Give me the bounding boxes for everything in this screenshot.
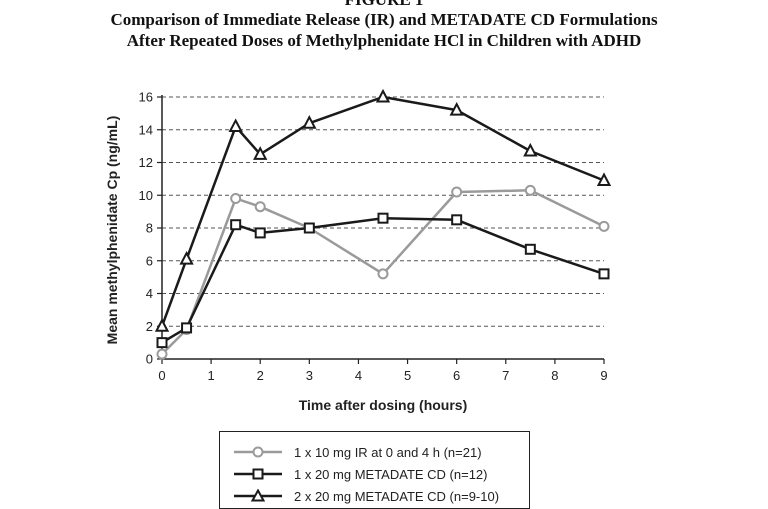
series-line <box>160 95 605 327</box>
data-point <box>181 322 193 334</box>
data-point <box>156 337 168 349</box>
figure-label: FIGURE 1 <box>0 0 768 9</box>
x-tick-label: 0 <box>158 368 165 383</box>
data-point <box>303 222 315 234</box>
x-tick-label: 8 <box>551 368 558 383</box>
data-point <box>451 214 463 226</box>
legend-item-metadate-1x20: 1 x 20 mg METADATE CD (n=12) <box>220 463 488 485</box>
square-marker-icon <box>234 468 282 480</box>
x-tick-label: 1 <box>207 368 214 383</box>
y-tick-label: 4 <box>146 286 153 301</box>
data-point <box>302 115 317 129</box>
series-layer <box>154 88 612 360</box>
legend-item-metadate-2x20: 2 x 20 mg METADATE CD (n=9-10) <box>220 485 499 507</box>
legend: 1 x 10 mg IR at 0 and 4 h (n=21) 1 x 20 … <box>219 431 530 509</box>
data-point <box>179 250 194 265</box>
x-tick-label: 3 <box>306 368 313 383</box>
x-tick-label: 6 <box>453 368 460 383</box>
data-point <box>598 220 610 232</box>
x-tick-label: 5 <box>404 368 411 383</box>
data-point <box>154 318 170 332</box>
data-point <box>598 268 610 280</box>
y-tick-label: 10 <box>139 188 153 203</box>
data-point <box>523 142 538 157</box>
figure-title-line-1: Comparison of Immediate Release (IR) and… <box>110 10 658 29</box>
x-axis-label: Time after dosing (hours) <box>299 397 468 413</box>
data-point <box>230 193 242 205</box>
data-point <box>524 243 536 255</box>
y-tick-label: 0 <box>146 352 153 367</box>
x-tick-label: 9 <box>600 368 607 383</box>
data-point <box>254 201 266 213</box>
data-point <box>253 146 268 160</box>
series-2 <box>156 212 610 349</box>
y-tick-label: 8 <box>146 221 153 236</box>
data-point <box>524 184 536 196</box>
figure-header: FIGURE 1 Comparison of Immediate Release… <box>0 0 768 51</box>
x-tick-label: 7 <box>502 368 509 383</box>
y-tick-label: 14 <box>139 122 153 137</box>
y-tick-label: 12 <box>139 155 153 170</box>
data-point <box>228 118 243 132</box>
data-point <box>377 268 389 280</box>
legend-label-metadate-2x20: 2 x 20 mg METADATE CD (n=9-10) <box>294 488 500 504</box>
data-point <box>254 227 266 239</box>
gridlines <box>162 96 604 327</box>
data-point <box>377 212 389 224</box>
data-point <box>449 101 464 116</box>
circle-marker-icon <box>234 446 282 458</box>
data-point <box>375 88 391 103</box>
series-1 <box>156 184 610 360</box>
x-tick-label: 2 <box>257 368 264 383</box>
data-point <box>230 219 242 231</box>
data-point <box>156 348 168 360</box>
series-3 <box>154 88 612 332</box>
y-tick-label: 6 <box>146 253 153 268</box>
y-axis-label: Mean methylphenidate Cp (ng/mL) <box>104 116 120 345</box>
legend-item-ir: 1 x 10 mg IR at 0 and 4 h (n=21) <box>220 441 482 463</box>
figure-title-line-2: After Repeated Doses of Methylphenidate … <box>126 31 642 50</box>
legend-label-metadate-1x20: 1 x 20 mg METADATE CD (n=12) <box>294 466 488 482</box>
data-point <box>596 172 612 187</box>
y-tick-label: 16 <box>139 90 153 105</box>
series-line <box>161 216 605 344</box>
triangle-marker-icon <box>234 489 282 502</box>
y-tick-label: 2 <box>146 319 153 334</box>
data-point <box>451 186 463 198</box>
legend-label-ir: 1 x 10 mg IR at 0 and 4 h (n=21) <box>294 444 482 460</box>
x-tick-label: 4 <box>355 368 362 383</box>
